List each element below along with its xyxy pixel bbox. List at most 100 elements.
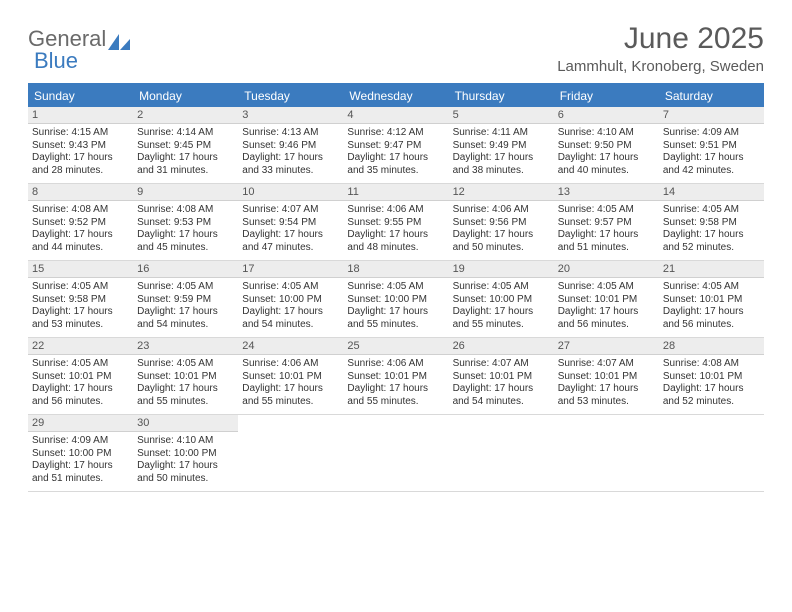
day-cell: 11Sunrise: 4:06 AMSunset: 9:55 PMDayligh… [343, 184, 448, 260]
sunrise-text: Sunrise: 4:09 AM [32, 435, 129, 448]
day-cell: 18Sunrise: 4:05 AMSunset: 10:00 PMDaylig… [343, 261, 448, 337]
day-cell: 3Sunrise: 4:13 AMSunset: 9:46 PMDaylight… [238, 107, 343, 183]
day-cell: 4Sunrise: 4:12 AMSunset: 9:47 PMDaylight… [343, 107, 448, 183]
day-number: 23 [133, 338, 238, 355]
day-cell: .... [449, 415, 554, 491]
day-number: 2 [133, 107, 238, 124]
sunset-text: Sunset: 9:59 PM [137, 294, 234, 307]
day-header-cell: Monday [133, 85, 238, 107]
sunset-text: Sunset: 10:01 PM [453, 371, 550, 384]
daylight-text: Daylight: 17 hours and 31 minutes. [137, 152, 234, 177]
location-text: Lammhult, Kronoberg, Sweden [557, 58, 764, 75]
day-number: 11 [343, 184, 448, 201]
sunset-text: Sunset: 9:51 PM [663, 140, 760, 153]
daylight-text: Daylight: 17 hours and 55 minutes. [347, 383, 444, 408]
daylight-text: Daylight: 17 hours and 44 minutes. [32, 229, 129, 254]
day-number: 27 [554, 338, 659, 355]
daylight-text: Daylight: 17 hours and 48 minutes. [347, 229, 444, 254]
sunrise-text: Sunrise: 4:05 AM [347, 281, 444, 294]
sunrise-text: Sunrise: 4:12 AM [347, 127, 444, 140]
day-cell: 5Sunrise: 4:11 AMSunset: 9:49 PMDaylight… [449, 107, 554, 183]
sail-icon [108, 30, 130, 46]
daylight-text: Daylight: 17 hours and 40 minutes. [558, 152, 655, 177]
sunset-text: Sunset: 9:43 PM [32, 140, 129, 153]
sunrise-text: Sunrise: 4:05 AM [32, 281, 129, 294]
sunrise-text: Sunrise: 4:13 AM [242, 127, 339, 140]
daylight-text: Daylight: 17 hours and 54 minutes. [137, 306, 234, 331]
day-cell: 21Sunrise: 4:05 AMSunset: 10:01 PMDaylig… [659, 261, 764, 337]
day-number: 24 [238, 338, 343, 355]
sunset-text: Sunset: 9:52 PM [32, 217, 129, 230]
sunrise-text: Sunrise: 4:07 AM [242, 204, 339, 217]
day-number: 6 [554, 107, 659, 124]
daylight-text: Daylight: 17 hours and 52 minutes. [663, 229, 760, 254]
daylight-text: Daylight: 17 hours and 28 minutes. [32, 152, 129, 177]
sunset-text: Sunset: 10:01 PM [137, 371, 234, 384]
sunset-text: Sunset: 9:45 PM [137, 140, 234, 153]
sunrise-text: Sunrise: 4:08 AM [663, 358, 760, 371]
sunrise-text: Sunrise: 4:05 AM [242, 281, 339, 294]
daylight-text: Daylight: 17 hours and 45 minutes. [137, 229, 234, 254]
sunset-text: Sunset: 9:56 PM [453, 217, 550, 230]
brand-text-2-wrap: Blue [34, 48, 78, 74]
day-number: 18 [343, 261, 448, 278]
daylight-text: Daylight: 17 hours and 56 minutes. [663, 306, 760, 331]
day-number: 7 [659, 107, 764, 124]
sunset-text: Sunset: 9:49 PM [453, 140, 550, 153]
day-cell: 1 Sunrise: 4:15 AMSunset: 9:43 PMDaylight… [28, 107, 133, 183]
day-header-cell: Wednesday [343, 85, 448, 107]
sunset-text: Sunset: 9:57 PM [558, 217, 655, 230]
day-number: 26 [449, 338, 554, 355]
day-number: 17 [238, 261, 343, 278]
sunset-text: Sunset: 10:00 PM [137, 448, 234, 461]
sunrise-text: Sunrise: 4:10 AM [137, 435, 234, 448]
sunrise-text: Sunrise: 4:07 AM [453, 358, 550, 371]
day-number: 8 [28, 184, 133, 201]
day-number: 4 [343, 107, 448, 124]
day-cell: 24Sunrise: 4:06 AMSunset: 10:01 PMDaylig… [238, 338, 343, 414]
sunrise-text: Sunrise: 4:05 AM [558, 204, 655, 217]
daylight-text: Daylight: 17 hours and 55 minutes. [453, 306, 550, 331]
daylight-text: Daylight: 17 hours and 54 minutes. [242, 306, 339, 331]
sunset-text: Sunset: 10:00 PM [32, 448, 129, 461]
day-number: 13 [554, 184, 659, 201]
daylight-text: Daylight: 17 hours and 54 minutes. [453, 383, 550, 408]
week-row: 15Sunrise: 4:05 AMSunset: 9:58 PMDayligh… [28, 261, 764, 338]
day-cell: 2 Sunrise: 4:14 AMSunset: 9:45 PMDaylight… [133, 107, 238, 183]
sunrise-text: Sunrise: 4:05 AM [453, 281, 550, 294]
sunrise-text: Sunrise: 4:06 AM [347, 204, 444, 217]
title-block: June 2025 Lammhult, Kronoberg, Sweden [557, 22, 764, 75]
day-header-cell: Sunday [28, 85, 133, 107]
sunrise-text: Sunrise: 4:14 AM [137, 127, 234, 140]
day-number: 30 [133, 415, 238, 432]
brand-text-2: Blue [34, 48, 78, 73]
day-cell: .... [343, 415, 448, 491]
sunrise-text: Sunrise: 4:15 AM [32, 127, 129, 140]
sunset-text: Sunset: 9:47 PM [347, 140, 444, 153]
day-header-cell: Saturday [659, 85, 764, 107]
sunset-text: Sunset: 9:46 PM [242, 140, 339, 153]
day-cell: 12Sunrise: 4:06 AMSunset: 9:56 PMDayligh… [449, 184, 554, 260]
sunrise-text: Sunrise: 4:08 AM [32, 204, 129, 217]
day-cell: 22Sunrise: 4:05 AMSunset: 10:01 PMDaylig… [28, 338, 133, 414]
sunrise-text: Sunrise: 4:08 AM [137, 204, 234, 217]
day-cell: 9Sunrise: 4:08 AMSunset: 9:53 PMDaylight… [133, 184, 238, 260]
page-header: General Blue June 2025 Lammhult, Kronobe… [28, 22, 764, 75]
sunset-text: Sunset: 10:00 PM [242, 294, 339, 307]
day-cell: 19Sunrise: 4:05 AMSunset: 10:00 PMDaylig… [449, 261, 554, 337]
day-cell: .... [554, 415, 659, 491]
daylight-text: Daylight: 17 hours and 47 minutes. [242, 229, 339, 254]
daylight-text: Daylight: 17 hours and 38 minutes. [453, 152, 550, 177]
sunset-text: Sunset: 10:00 PM [347, 294, 444, 307]
day-number: 1 [28, 107, 133, 124]
day-header-cell: Thursday [449, 85, 554, 107]
day-cell: 8 Sunrise: 4:08 AMSunset: 9:52 PMDaylight… [28, 184, 133, 260]
day-number: 21 [659, 261, 764, 278]
day-cell: .... [238, 415, 343, 491]
day-number: 19 [449, 261, 554, 278]
day-number: 20 [554, 261, 659, 278]
daylight-text: Daylight: 17 hours and 33 minutes. [242, 152, 339, 177]
day-cell: 7Sunrise: 4:09 AMSunset: 9:51 PMDaylight… [659, 107, 764, 183]
day-cell: 15Sunrise: 4:05 AMSunset: 9:58 PMDayligh… [28, 261, 133, 337]
day-number: 16 [133, 261, 238, 278]
